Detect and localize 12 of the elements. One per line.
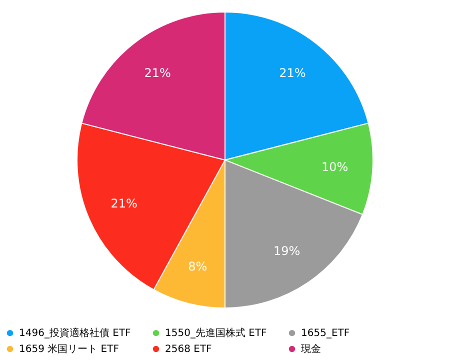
data-label: 21% [110, 196, 138, 211]
data-label: 10% [321, 160, 348, 174]
legend-label: 現金 [301, 343, 321, 355]
legend-label: 1550_先進国株式 ETF [165, 327, 268, 340]
data-label: 19% [273, 244, 300, 258]
data-label: 21% [144, 66, 171, 80]
data-label: 8% [188, 260, 208, 274]
legend-label: 2568 ETF [165, 344, 212, 355]
legend-label: 1659 米国リート ETF [19, 343, 120, 355]
legend-label: 1496_投資適格社債 ETF [19, 327, 132, 340]
legend-label: 1655_ETF [301, 328, 350, 340]
data-label: 21% [279, 66, 306, 80]
